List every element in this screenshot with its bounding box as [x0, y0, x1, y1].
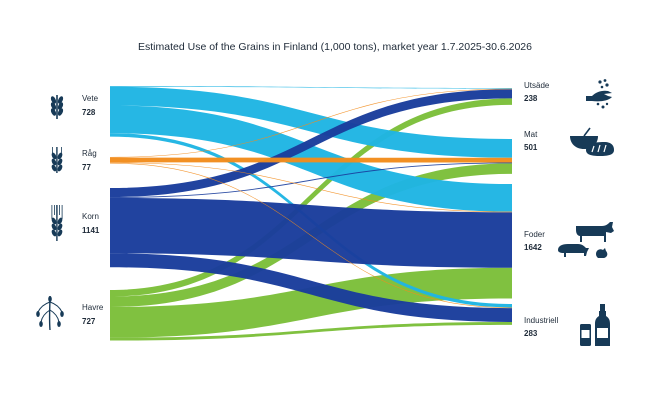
flow-korn-foder — [110, 197, 512, 268]
wheat-icon — [50, 95, 64, 119]
target-value-utsade: 238 — [524, 94, 538, 103]
source-label-korn: Korn — [82, 212, 99, 221]
flow-korn-industriell — [110, 253, 512, 322]
flow-havre-foder — [110, 267, 512, 338]
target-label-foder: Foder — [524, 230, 545, 239]
diagram-title: Estimated Use of the Grains in Finland (… — [138, 41, 532, 53]
seed-hand-icon — [586, 79, 612, 109]
flow-rag-utsade — [110, 88, 512, 158]
livestock-icon — [558, 222, 614, 258]
bowl-bread-icon — [570, 127, 614, 156]
target-value-foder: 1642 — [524, 243, 542, 252]
target-label-mat: Mat — [524, 130, 538, 139]
flow-vete-mat — [110, 86, 512, 158]
flows-layer — [110, 86, 512, 341]
source-label-havre: Havre — [82, 303, 104, 312]
flow-rag-foder — [110, 162, 512, 213]
target-value-mat: 501 — [524, 143, 538, 152]
oat-icon — [36, 295, 64, 331]
flow-korn-mat — [110, 162, 512, 198]
flow-havre-utsade — [110, 98, 512, 297]
flow-rag-industriell — [110, 162, 512, 309]
barley-icon — [51, 205, 63, 241]
flow-havre-industriell — [110, 321, 512, 341]
source-value-vete: 728 — [82, 108, 96, 117]
labels-layer: Vete 728 Råg 77 Korn 1141 Havre 727 Utsäde 238 Mat… — [82, 81, 558, 338]
flow-vete-utsade — [110, 86, 512, 89]
target-label-utsade: Utsäde — [524, 81, 550, 90]
can-bottle-icon — [580, 304, 610, 346]
flow-rag-mat — [110, 157, 512, 163]
rye-icon — [51, 147, 63, 173]
flow-korn-utsade — [110, 89, 512, 198]
source-value-havre: 727 — [82, 317, 96, 326]
target-value-industriell: 283 — [524, 329, 538, 338]
source-label-vete: Vete — [82, 94, 99, 103]
source-value-rag: 77 — [82, 163, 91, 172]
source-label-rag: Råg — [82, 149, 97, 158]
target-label-industriell: Industriell — [524, 316, 558, 325]
source-value-korn: 1141 — [82, 226, 100, 235]
